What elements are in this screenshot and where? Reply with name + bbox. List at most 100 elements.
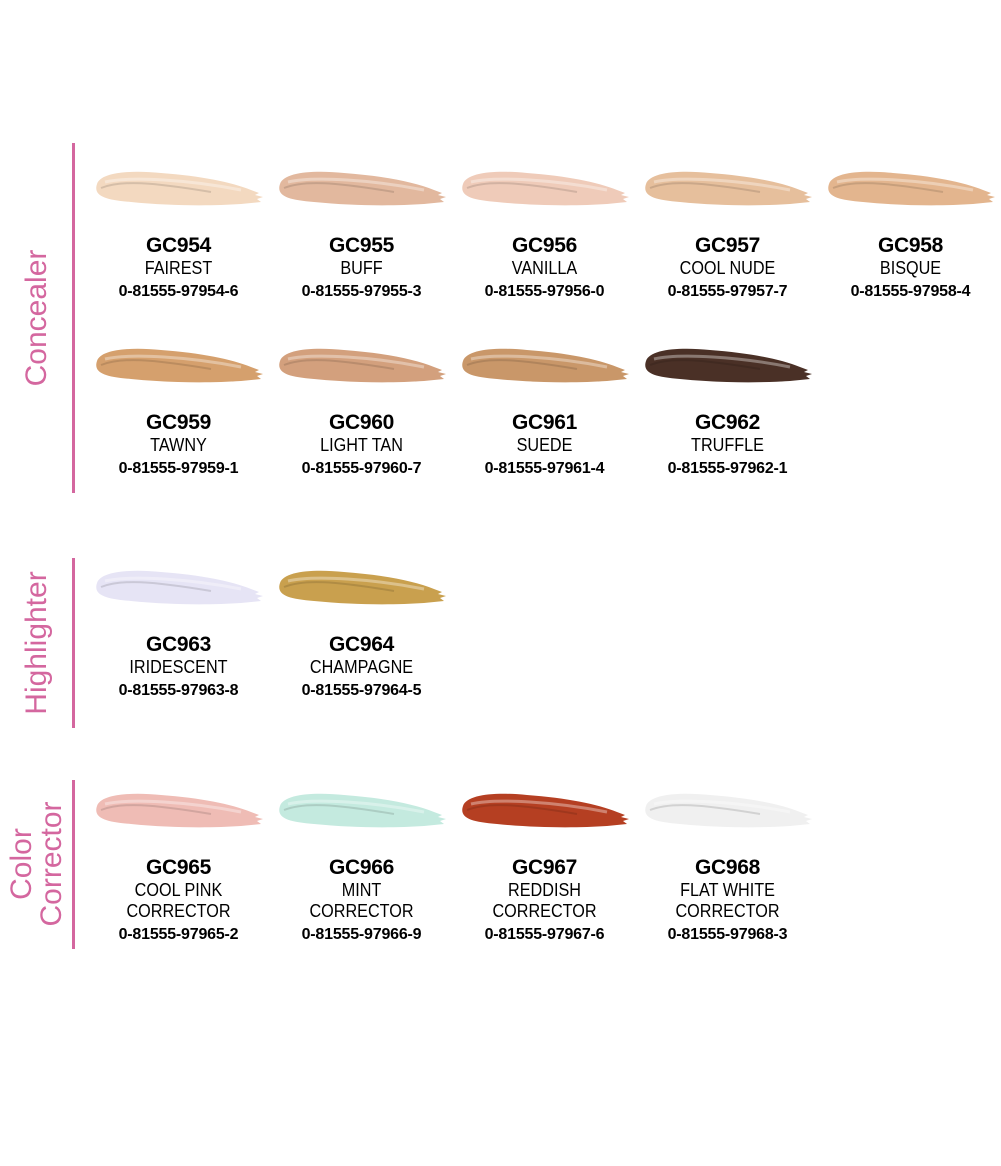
product-name: FAIREST	[144, 258, 213, 278]
swatch-shadow	[832, 182, 943, 193]
swatch-highlight	[653, 177, 790, 192]
swatch-shadow	[649, 804, 760, 815]
swatch-highlight	[104, 177, 241, 192]
product-name: BUFF	[340, 258, 383, 278]
product-upc: 0-81555-97965-2	[118, 926, 239, 943]
product-code: GC957	[694, 234, 761, 257]
product-name: CORRECTOR	[126, 901, 231, 921]
swatch-shadow	[283, 359, 394, 370]
product-name: VANILLA	[511, 258, 578, 278]
swatch-smear	[95, 348, 263, 383]
product-name: TAWNY	[150, 435, 207, 455]
product-code: GC954	[145, 234, 212, 257]
swatch-highlight	[104, 799, 241, 814]
product-code: GC962	[694, 411, 761, 434]
product-name: CHAMPAGNE	[309, 657, 414, 677]
product-code: GC960	[328, 411, 395, 434]
product-swatch-card: GC957 COOL NUDE 0-81555-97957-7	[636, 166, 819, 303]
swatch-smear	[644, 348, 812, 383]
product-code: GC955	[328, 234, 395, 257]
swatch-highlight	[287, 177, 424, 192]
swatch-highlight	[470, 354, 607, 369]
product-name: LIGHT TAN	[320, 435, 403, 455]
product-name: CORRECTOR	[675, 901, 780, 921]
swatch-highlight	[653, 799, 790, 814]
color-swatch	[461, 793, 629, 828]
product-swatch-card: GC954 FAIREST 0-81555-97954-6	[87, 166, 270, 303]
section-label: Highlighter	[20, 571, 53, 715]
product-swatch-card: GC965 COOL PINK CORRECTOR 0-81555-97965-2	[87, 788, 270, 946]
product-swatch-card: GC958 BISQUE 0-81555-97958-4	[819, 166, 1001, 303]
color-swatch	[644, 793, 812, 828]
product-upc: 0-81555-97966-9	[301, 926, 422, 943]
product-code: GC956	[511, 234, 578, 257]
swatch-shadow	[466, 182, 577, 193]
product-code: GC959	[145, 411, 212, 434]
section-divider	[72, 780, 75, 949]
product-upc: 0-81555-97960-7	[301, 460, 422, 477]
swatch-smear	[461, 793, 629, 828]
product-swatch-card: GC966 MINT CORRECTOR 0-81555-97966-9	[270, 788, 453, 946]
swatch-highlight	[287, 799, 424, 814]
swatch-highlight	[470, 799, 607, 814]
product-name: CORRECTOR	[309, 901, 414, 921]
product-swatch-card: GC955 BUFF 0-81555-97955-3	[270, 166, 453, 303]
product-name: MINT	[341, 880, 382, 900]
swatch-shadow	[283, 804, 394, 815]
color-swatch	[95, 348, 263, 383]
product-swatch-card: GC956 VANILLA 0-81555-97956-0	[453, 166, 636, 303]
swatch-highlight	[653, 354, 790, 369]
swatch-smear	[644, 793, 812, 828]
color-swatch	[278, 570, 446, 605]
product-swatch-card: GC961 SUEDE 0-81555-97961-4	[453, 343, 636, 480]
color-swatch	[95, 171, 263, 206]
swatch-highlight	[287, 354, 424, 369]
product-swatch-card: GC960 LIGHT TAN 0-81555-97960-7	[270, 343, 453, 480]
product-code: GC968	[694, 856, 761, 879]
swatch-smear	[278, 793, 446, 828]
color-swatch	[827, 171, 995, 206]
color-swatch	[95, 793, 263, 828]
swatch-shadow	[100, 359, 211, 370]
swatch-highlight	[287, 576, 424, 591]
product-swatch-card: GC962 TRUFFLE 0-81555-97962-1	[636, 343, 819, 480]
product-name: REDDISH	[508, 880, 581, 900]
product-name: TRUFFLE	[691, 435, 764, 455]
product-upc: 0-81555-97957-7	[667, 283, 788, 300]
swatch-shadow	[466, 359, 577, 370]
product-swatch-card: GC964 CHAMPAGNE 0-81555-97964-5	[270, 565, 453, 702]
section-label-line: Color	[5, 828, 38, 900]
product-upc: 0-81555-97967-6	[484, 926, 605, 943]
swatch-shadow	[649, 359, 760, 370]
swatch-smear	[461, 348, 629, 383]
color-swatch	[644, 171, 812, 206]
product-upc: 0-81555-97961-4	[484, 460, 605, 477]
swatch-shadow	[100, 581, 211, 592]
swatch-highlight	[104, 576, 241, 591]
product-name: COOL PINK	[134, 880, 223, 900]
swatch-shadow	[283, 182, 394, 193]
product-name: IRIDESCENT	[129, 657, 228, 677]
section-label: Concealer	[20, 249, 53, 387]
product-code: GC967	[511, 856, 578, 879]
product-code: GC963	[145, 633, 212, 656]
swatch-shadow	[100, 804, 211, 815]
color-swatch	[278, 171, 446, 206]
color-swatch	[278, 793, 446, 828]
swatch-highlight	[104, 354, 241, 369]
swatch-smear	[95, 570, 263, 605]
product-code: GC965	[145, 856, 212, 879]
swatch-shadow	[283, 581, 394, 592]
color-swatch	[278, 348, 446, 383]
swatch-highlight	[836, 177, 973, 192]
product-swatch-card: GC963 IRIDESCENT 0-81555-97963-8	[87, 565, 270, 702]
swatch-shadow	[649, 182, 760, 193]
product-upc: 0-81555-97964-5	[301, 682, 422, 699]
product-name: BISQUE	[879, 258, 942, 278]
product-swatch-card: GC959 TAWNY 0-81555-97959-1	[87, 343, 270, 480]
product-upc: 0-81555-97963-8	[118, 682, 239, 699]
product-swatch-card: GC968 FLAT WHITE CORRECTOR 0-81555-97968-3	[636, 788, 819, 946]
product-swatch-card: GC967 REDDISH CORRECTOR 0-81555-97967-6	[453, 788, 636, 946]
product-upc: 0-81555-97958-4	[850, 283, 971, 300]
color-swatch	[644, 348, 812, 383]
